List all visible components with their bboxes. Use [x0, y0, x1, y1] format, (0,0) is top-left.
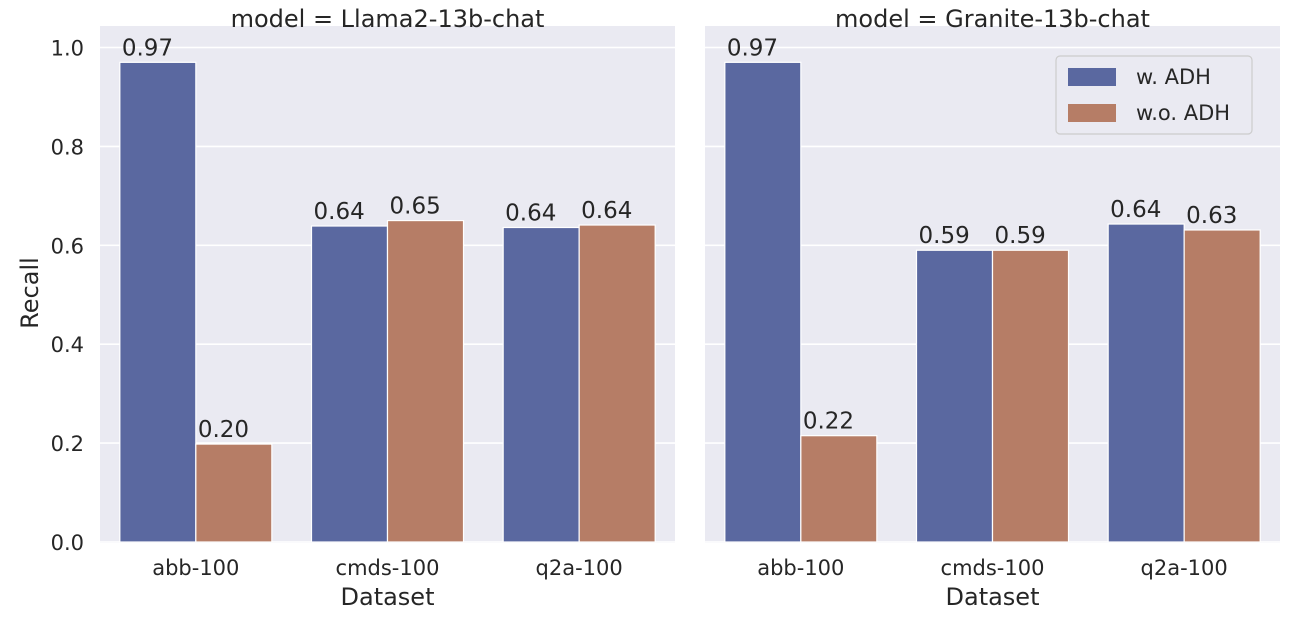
legend-label: w. ADH: [1136, 65, 1211, 89]
bar: [119, 61, 197, 543]
chart-panels: 0.0 0.2 0.4 0.6 0.8 1.0 0.97 0.20 abb-100 0.64 0.6…: [51, 5, 1280, 611]
panel-title: model = Llama2-13b-chat: [231, 5, 545, 33]
bar-value-label: 0.65: [390, 194, 441, 220]
y-tick-label: 1.0: [51, 37, 84, 61]
bar-value-label: 0.63: [1186, 203, 1237, 229]
bar-value-label: 0.64: [1110, 197, 1161, 223]
y-tick-label: 0.4: [51, 333, 84, 357]
bar: [724, 61, 802, 543]
bar: [1183, 229, 1261, 543]
legend-swatch: [1068, 68, 1116, 86]
bar: [1107, 223, 1185, 543]
bar-value-label: 0.64: [581, 198, 632, 224]
x-tick-label: q2a-100: [536, 556, 623, 580]
y-axis-label: Recall: [16, 257, 44, 329]
y-tick-label: 0.2: [51, 432, 84, 456]
y-tick-label: 0.6: [51, 234, 84, 258]
bar: [310, 225, 389, 543]
chart-panel-2: 0.97 0.22 abb-100 0.59 0.59 cmds-100 0.64 0.63 q…: [705, 5, 1280, 611]
bar-value-label: 0.64: [314, 199, 365, 225]
bar: [195, 443, 273, 543]
y-tick-label: 0.0: [51, 531, 84, 555]
legend-swatch: [1068, 104, 1116, 122]
y-tick-label: 0.8: [51, 135, 84, 159]
bar: [915, 249, 994, 543]
x-tick-label: q2a-100: [1141, 556, 1228, 580]
x-tick-label: abb-100: [152, 556, 239, 580]
bar-value-label: 0.64: [505, 200, 556, 226]
x-axis-label: Dataset: [341, 583, 435, 611]
bar-value-label: 0.59: [919, 223, 970, 249]
x-axis-label: Dataset: [946, 583, 1040, 611]
bar: [386, 219, 465, 543]
bar-value-label: 0.97: [122, 35, 173, 61]
bar-value-label: 0.59: [995, 223, 1046, 249]
x-tick-label: abb-100: [757, 556, 844, 580]
bar: [578, 224, 656, 543]
bar: [502, 226, 580, 543]
bar-value-label: 0.20: [198, 417, 249, 443]
panel-title: model = Granite-13b-chat: [835, 5, 1150, 33]
bar-value-label: 0.22: [803, 409, 854, 435]
x-tick-label: cmds-100: [941, 556, 1045, 580]
legend: w. ADH w.o. ADH: [1055, 55, 1253, 135]
bar: [991, 249, 1070, 543]
x-tick-label: cmds-100: [336, 556, 440, 580]
legend-label: w.o. ADH: [1136, 101, 1230, 125]
chart-panel-1: 0.0 0.2 0.4 0.6 0.8 1.0 0.97 0.20 abb-100 0.64 0.6…: [51, 5, 675, 611]
bar: [800, 435, 878, 543]
bar-value-label: 0.97: [727, 35, 778, 61]
